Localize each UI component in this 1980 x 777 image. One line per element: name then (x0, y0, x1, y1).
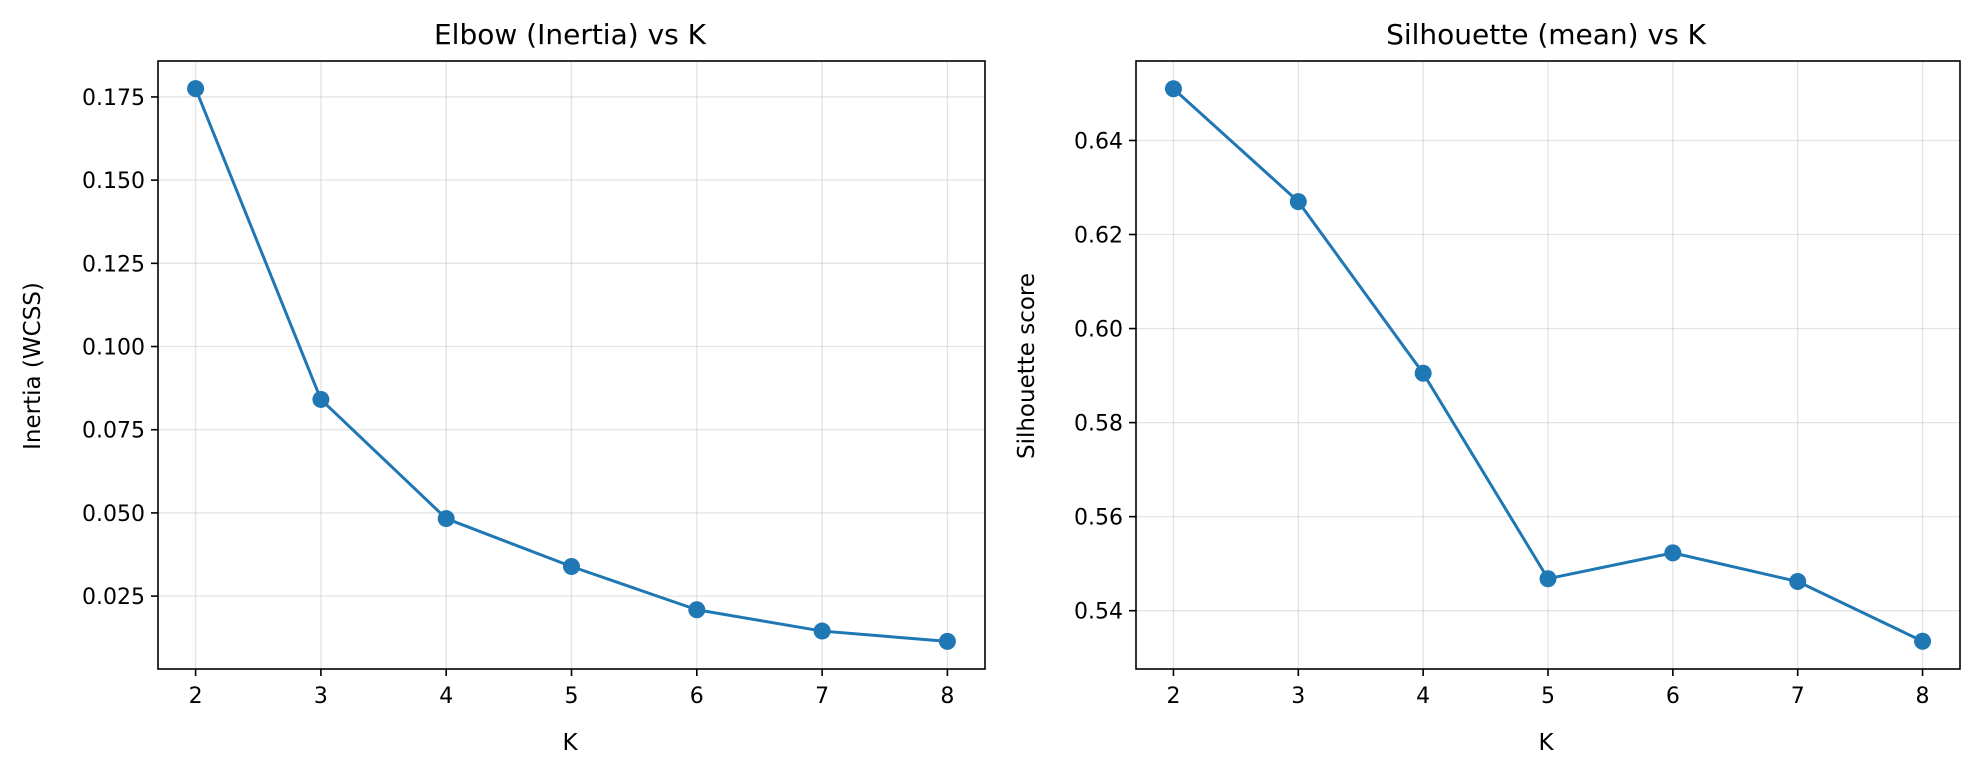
x-tick-label: 5 (1541, 684, 1555, 709)
x-tick-label: 4 (1416, 684, 1430, 709)
x-tick-label: 6 (1666, 684, 1680, 709)
y-tick-label: 0.56 (1074, 506, 1123, 531)
y-tick-label: 0.150 (82, 169, 145, 194)
data-point (1414, 364, 1432, 382)
data-point (1914, 632, 1932, 650)
data-point (312, 390, 330, 408)
chart-title: Silhouette (mean) vs K (1386, 18, 1706, 51)
data-point (437, 510, 455, 528)
x-tick-label: 7 (1791, 684, 1805, 709)
y-axis-label: Inertia (WCSS) (20, 282, 46, 450)
y-tick-label: 0.075 (82, 419, 145, 444)
x-axis-label: K (1538, 730, 1554, 756)
x-tick-label: 2 (189, 684, 203, 709)
y-tick-label: 0.64 (1074, 129, 1123, 154)
data-point (1164, 80, 1182, 98)
x-tick-label: 6 (690, 684, 704, 709)
data-point (1539, 570, 1557, 588)
x-tick-label: 4 (439, 684, 453, 709)
data-point (187, 80, 205, 98)
y-tick-label: 0.54 (1074, 600, 1123, 625)
data-point (688, 601, 706, 619)
chart-title: Elbow (Inertia) vs K (434, 18, 707, 51)
grid (1136, 61, 1960, 669)
data-point (1789, 573, 1807, 591)
x-tick-label: 3 (314, 684, 328, 709)
x-tick-label: 8 (940, 684, 954, 709)
grid (158, 61, 985, 669)
y-axis-label: Silhouette score (1014, 273, 1040, 459)
data-point (938, 632, 956, 650)
x-tick-label: 3 (1291, 684, 1305, 709)
y-tick-label: 0.025 (82, 585, 145, 610)
y-tick-label: 0.62 (1074, 224, 1123, 249)
y-tick-label: 0.60 (1074, 318, 1123, 343)
data-point (1289, 193, 1307, 211)
x-tick-label: 8 (1916, 684, 1930, 709)
x-axis-label: K (562, 730, 578, 756)
silhouette-chart: Silhouette (mean) vs K K Silhouette scor… (1014, 18, 1961, 756)
x-tick-label: 2 (1166, 684, 1180, 709)
data-point (813, 622, 831, 640)
y-tick-label: 0.100 (82, 336, 145, 361)
y-tick-label: 0.175 (82, 86, 145, 111)
data-point (563, 558, 580, 576)
elbow-chart: Elbow (Inertia) vs K K Inertia (WCSS) 2 3… (20, 18, 986, 756)
x-tick-label: 7 (815, 684, 829, 709)
y-tick-label: 0.050 (82, 502, 145, 527)
x-tick-label: 5 (565, 684, 579, 709)
y-tick-label: 0.125 (82, 252, 145, 277)
data-point (1664, 544, 1682, 562)
y-tick-label: 0.58 (1074, 412, 1123, 437)
